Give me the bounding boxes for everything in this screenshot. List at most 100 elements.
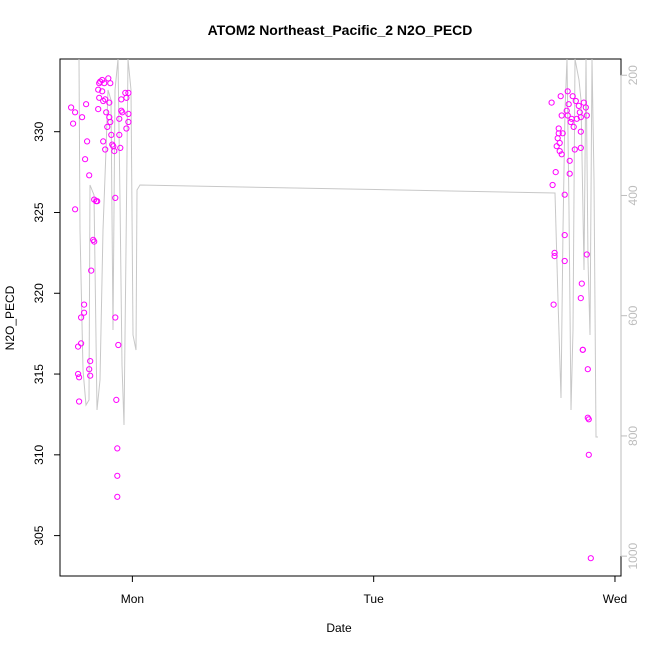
data-point — [577, 295, 584, 302]
data-point — [556, 148, 563, 155]
data-point — [68, 104, 75, 111]
data-point — [561, 232, 568, 239]
data-point — [76, 374, 83, 381]
data-point — [118, 96, 125, 103]
data-point — [86, 366, 93, 373]
data-point — [579, 346, 586, 353]
data-point — [88, 267, 95, 274]
data-point — [578, 280, 585, 287]
data-point — [553, 143, 560, 150]
data-point — [561, 257, 568, 265]
data-point — [104, 123, 111, 131]
data-point — [96, 94, 103, 101]
data-point — [564, 112, 571, 119]
data-point — [582, 104, 589, 111]
y-tick-label: 330 — [32, 121, 46, 141]
data-point — [81, 309, 88, 316]
data-point — [94, 198, 101, 205]
data-point — [577, 114, 584, 121]
data-point — [107, 118, 114, 126]
data-point — [119, 109, 126, 116]
data-point — [549, 181, 556, 189]
data-point — [551, 249, 558, 256]
data-point — [101, 80, 108, 87]
data-point — [585, 416, 592, 423]
data-point — [561, 191, 568, 198]
data-point — [550, 301, 557, 308]
data-point — [95, 86, 102, 93]
data-point — [583, 112, 590, 119]
data-point — [566, 170, 573, 177]
data-point — [572, 97, 579, 105]
y-tick-label: 305 — [32, 525, 46, 545]
data-point — [551, 253, 558, 260]
data-point — [114, 472, 121, 479]
y-tick-label: 315 — [32, 364, 46, 384]
data-point — [115, 341, 122, 349]
data-point — [84, 138, 91, 145]
data-point — [555, 130, 562, 137]
data-point — [557, 93, 564, 100]
x-axis-label: Date — [326, 621, 352, 635]
data-point — [106, 99, 113, 106]
data-point — [584, 366, 591, 373]
data-point — [87, 372, 94, 379]
data-point — [559, 130, 566, 137]
data-point — [112, 314, 119, 321]
data-point — [108, 131, 115, 138]
data-point — [75, 370, 82, 378]
data-point — [577, 128, 584, 135]
data-point — [86, 172, 93, 179]
data-point — [112, 194, 119, 201]
x-tick-label: Mon — [121, 592, 144, 606]
data-point — [83, 101, 90, 108]
y-tick-label: 310 — [32, 444, 46, 464]
data-point — [125, 118, 132, 126]
data-point — [116, 131, 123, 138]
data-point — [75, 343, 82, 350]
data-point — [570, 123, 577, 131]
data-point — [577, 144, 584, 151]
data-point — [568, 115, 575, 122]
data-point — [564, 88, 571, 95]
data-point — [585, 451, 592, 458]
data-point — [72, 109, 79, 116]
data-point — [566, 157, 573, 164]
data-point — [117, 144, 124, 151]
data-point — [70, 120, 77, 127]
data-point — [81, 301, 88, 308]
y2-tick-label: 400 — [626, 185, 640, 205]
data-point — [113, 396, 120, 403]
data-point — [76, 398, 83, 405]
data-point — [565, 101, 572, 108]
y2-tick-label: 200 — [626, 65, 640, 85]
data-point — [573, 115, 580, 122]
y2-tick-label: 600 — [626, 305, 640, 325]
data-point — [125, 89, 132, 97]
data-point — [558, 151, 565, 158]
data-point — [99, 88, 106, 95]
y2-tick-label: 1000 — [626, 542, 640, 569]
x-tick-label: Tue — [364, 592, 385, 606]
data-point — [82, 156, 89, 163]
data-point — [114, 493, 121, 500]
data-point — [548, 99, 555, 106]
y-tick-label: 320 — [32, 283, 46, 303]
data-point — [114, 445, 121, 452]
data-point — [575, 102, 582, 110]
data-point — [87, 358, 94, 365]
plot-frame — [59, 58, 622, 577]
data-point — [102, 96, 109, 103]
y2-tick-label: 800 — [626, 426, 640, 446]
y-axis-label: N2O_PECD — [3, 285, 17, 350]
data-points — [68, 75, 594, 562]
data-point — [100, 138, 107, 145]
data-point — [99, 76, 106, 84]
data-point — [569, 93, 576, 100]
data-point — [102, 146, 109, 153]
data-point — [95, 106, 102, 113]
data-point — [571, 146, 578, 153]
data-point — [558, 112, 565, 119]
data-point — [91, 238, 98, 245]
